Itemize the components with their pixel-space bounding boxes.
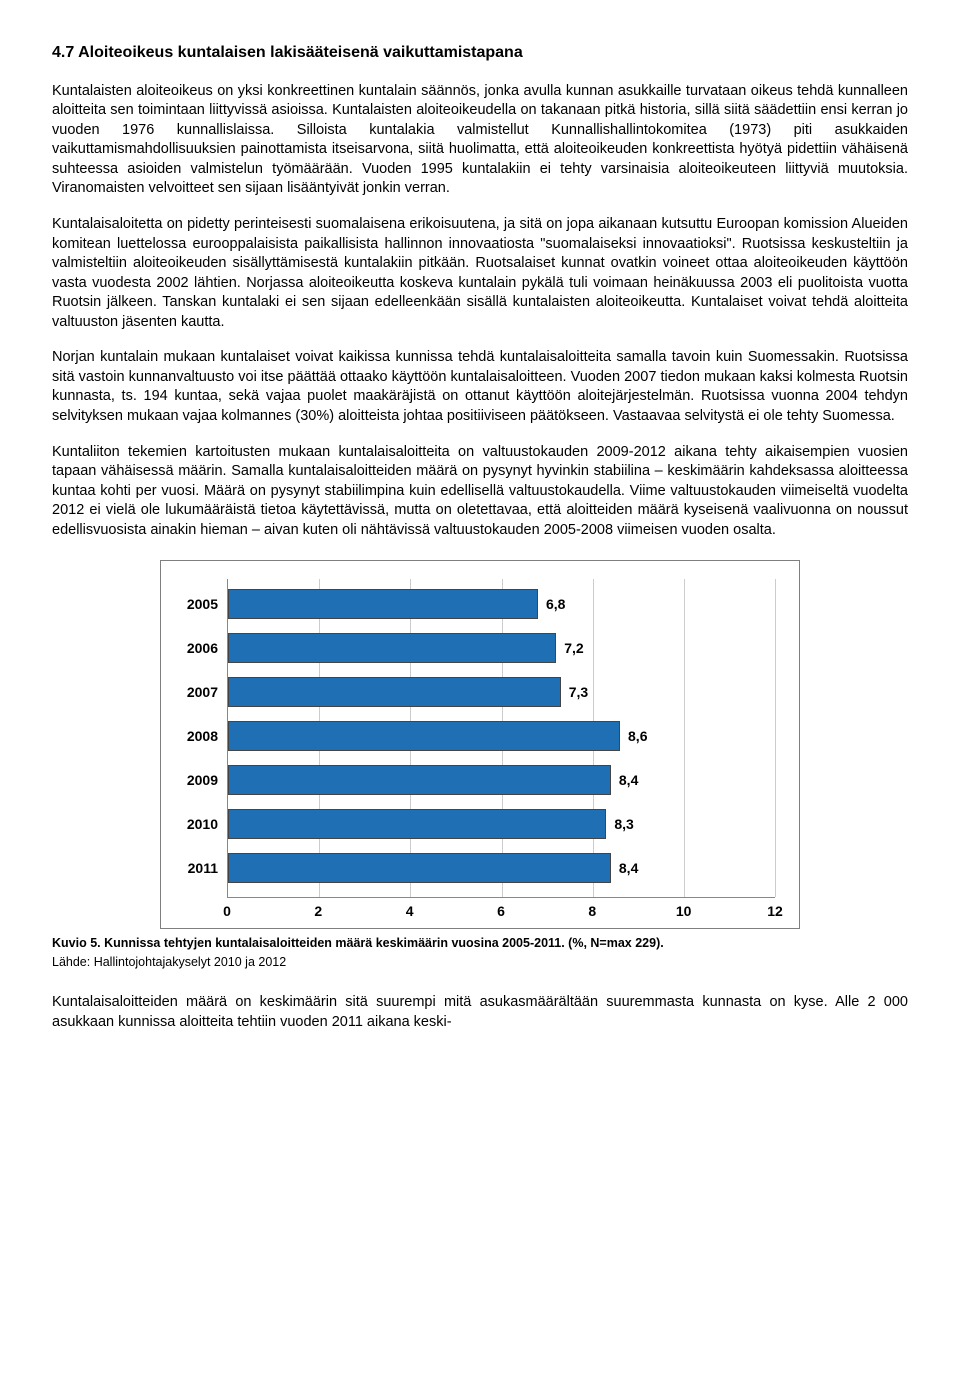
chart-y-label: 2009 <box>172 771 228 790</box>
chart-x-tick: 8 <box>588 902 596 921</box>
chart-plot-area: 20056,8 20067,2 20077,3 20088,6 20098,4 20108… <box>227 579 775 898</box>
body-paragraph: Norjan kuntalain mukaan kuntalaiset voiv… <box>52 348 908 426</box>
body-paragraph: Kuntalaisten aloiteoikeus on yksi konkre… <box>52 82 908 199</box>
chart-bar-row: 20077,3 <box>228 677 775 707</box>
chart-bar <box>228 589 538 619</box>
figure-caption: Kuvio 5. Kunnissa tehtyjen kuntalaisaloi… <box>52 935 908 952</box>
chart-bar <box>228 765 611 795</box>
chart-bar <box>228 633 556 663</box>
chart-frame: 20056,820067,220077,320088,620098,420108… <box>160 560 800 929</box>
chart-x-axis: 024681012 <box>227 898 775 920</box>
body-paragraph: Kuntalaisaloitetta on pidetty perinteise… <box>52 215 908 332</box>
chart-y-label: 2010 <box>172 815 228 834</box>
chart-bar <box>228 853 611 883</box>
chart-x-tick: 4 <box>406 902 414 921</box>
chart-x-tick: 12 <box>767 902 783 921</box>
chart-bar <box>228 721 620 751</box>
chart-y-label: 2006 <box>172 639 228 658</box>
chart-value-label: 8,4 <box>619 771 638 790</box>
chart-value-label: 8,4 <box>619 859 638 878</box>
chart-bar-row: 20108,3 <box>228 809 775 839</box>
chart-value-label: 6,8 <box>546 595 565 614</box>
chart-bar-row: 20067,2 <box>228 633 775 663</box>
chart-bar-row: 20088,6 <box>228 721 775 751</box>
chart-value-label: 7,3 <box>569 683 588 702</box>
chart-x-tick: 0 <box>223 902 231 921</box>
body-paragraph: Kuntaliiton tekemien kartoitusten mukaan… <box>52 443 908 541</box>
section-heading: 4.7 Aloiteoikeus kuntalaisen lakisääteis… <box>52 42 908 64</box>
chart-x-tick: 10 <box>676 902 692 921</box>
chart-bar <box>228 677 561 707</box>
chart-y-label: 2008 <box>172 727 228 746</box>
chart-gridline <box>775 579 776 897</box>
chart-y-label: 2011 <box>172 859 228 878</box>
chart-bar-row: 20056,8 <box>228 589 775 619</box>
body-paragraph: Kuntalaisaloitteiden määrä on keskimääri… <box>52 993 908 1032</box>
chart-value-label: 8,6 <box>628 727 647 746</box>
chart-value-label: 7,2 <box>564 639 583 658</box>
chart-y-label: 2005 <box>172 595 228 614</box>
chart-y-label: 2007 <box>172 683 228 702</box>
chart-x-tick: 2 <box>314 902 322 921</box>
chart-x-tick: 6 <box>497 902 505 921</box>
chart-bar-row: 20118,4 <box>228 853 775 883</box>
chart-bar <box>228 809 606 839</box>
chart-bar-row: 20098,4 <box>228 765 775 795</box>
figure-source: Lähde: Hallintojohtajakyselyt 2010 ja 20… <box>52 954 908 971</box>
chart-value-label: 8,3 <box>614 815 633 834</box>
